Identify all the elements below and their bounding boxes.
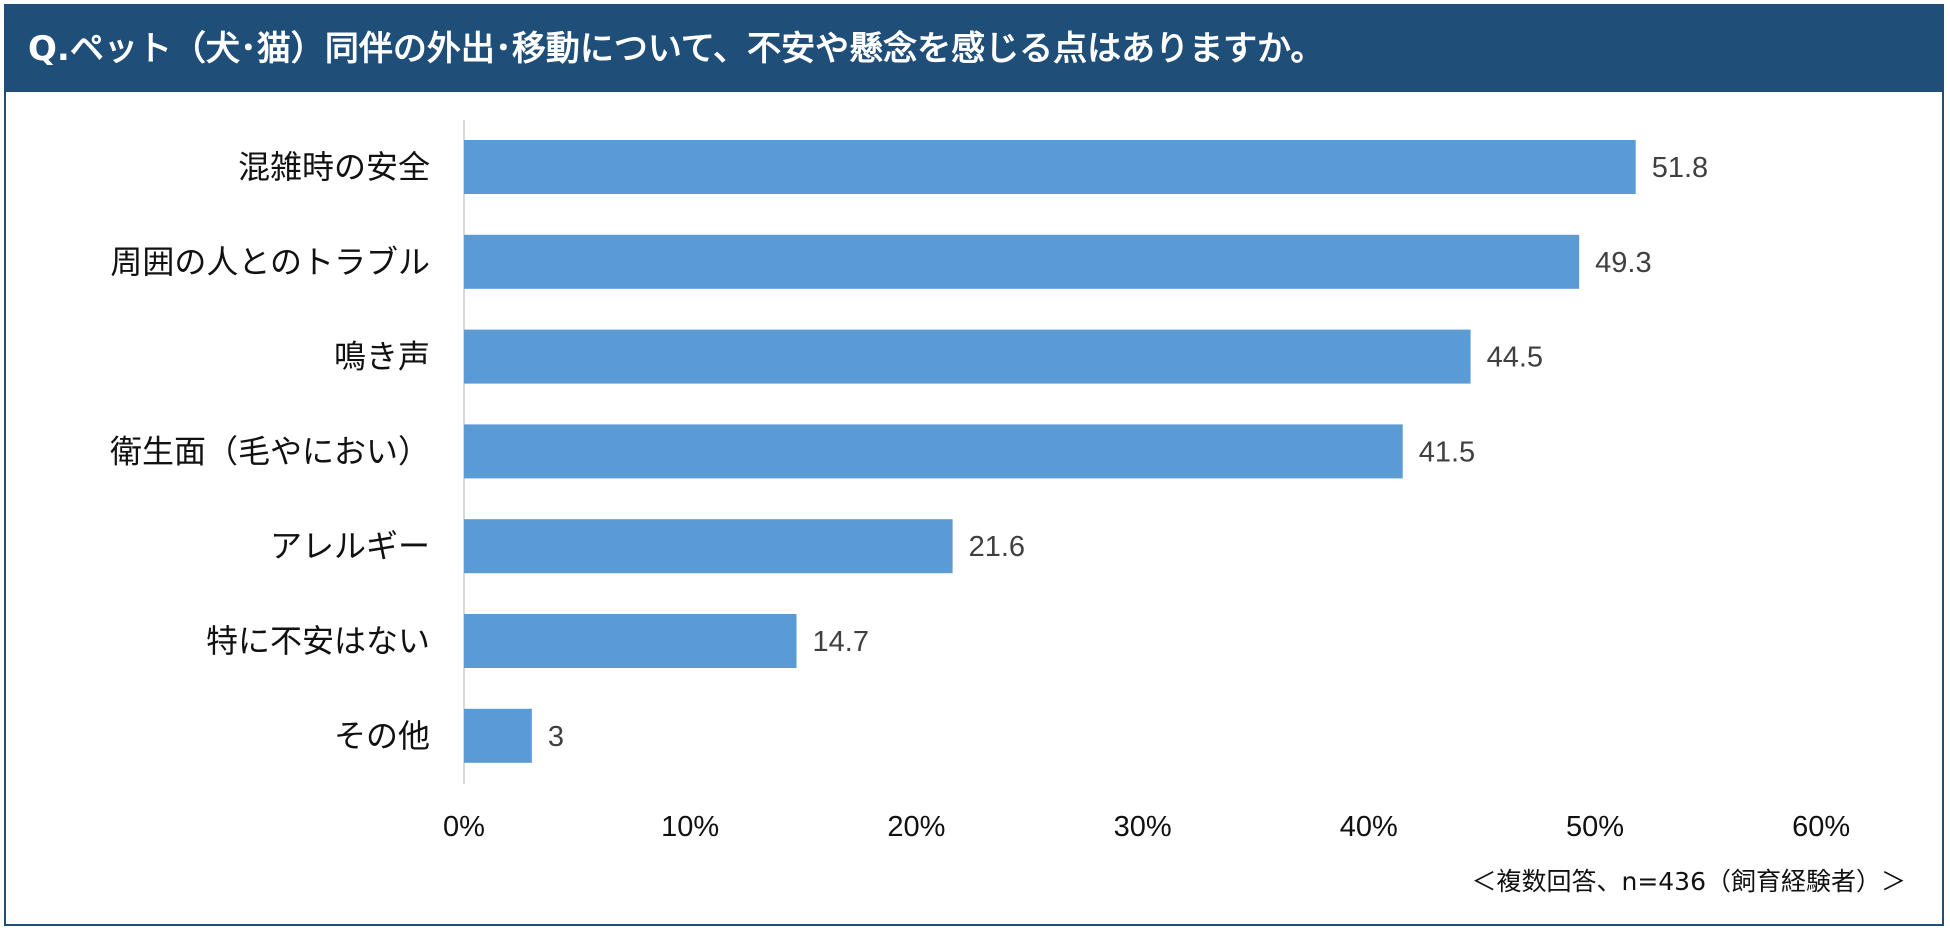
category-label: 衛生面（毛やにおい）: [110, 432, 430, 470]
bar: [464, 329, 1471, 384]
chart-frame: Q.ペット（犬･猫）同伴の外出･移動について、不安や懸念を感じる点はありますか。…: [4, 4, 1944, 926]
category-label: 特に不安はない: [206, 622, 430, 660]
value-label: 49.3: [1595, 247, 1651, 279]
value-label: 21.6: [969, 531, 1025, 563]
bar: [464, 424, 1403, 479]
title-bar: Q.ペット（犬･猫）同伴の外出･移動について、不安や懸念を感じる点はありますか。: [6, 6, 1942, 92]
category-label: 鳴き声: [334, 338, 430, 376]
bar: [464, 519, 953, 574]
bar: [464, 140, 1636, 194]
x-tick-label: 0%: [443, 811, 485, 843]
category-label: アレルギー: [270, 527, 430, 565]
x-tick-label: 40%: [1340, 811, 1398, 843]
value-label: 14.7: [813, 626, 869, 658]
bar: [464, 708, 532, 763]
value-label: 44.5: [1487, 342, 1543, 374]
bar-chart: 混雑時の安全 51.8 周囲の人とのトラブル 49.3 鳴き声 44.5 衛生面（毛やにおい…: [110, 120, 1850, 843]
category-label: その他: [334, 717, 430, 755]
category-label: 混雑時の安全: [238, 148, 430, 186]
bar: [464, 234, 1580, 289]
value-label: 51.8: [1652, 152, 1708, 184]
chart-title: Q.ペット（犬･猫）同伴の外出･移動について、不安や懸念を感じる点はありますか。: [28, 29, 1325, 69]
x-tick-label: 30%: [1114, 811, 1172, 843]
bar: [464, 614, 797, 668]
category-label: 周囲の人とのトラブル: [110, 243, 430, 281]
x-tick-label: 10%: [661, 811, 719, 843]
value-label: 41.5: [1419, 436, 1475, 468]
x-tick-label: 20%: [887, 811, 945, 843]
x-tick-label: 50%: [1566, 811, 1624, 843]
footnote: ＜複数回答、n=436（飼育経験者）＞: [1471, 867, 1906, 896]
value-label: 3: [548, 721, 564, 753]
x-tick-label: 60%: [1792, 811, 1850, 843]
